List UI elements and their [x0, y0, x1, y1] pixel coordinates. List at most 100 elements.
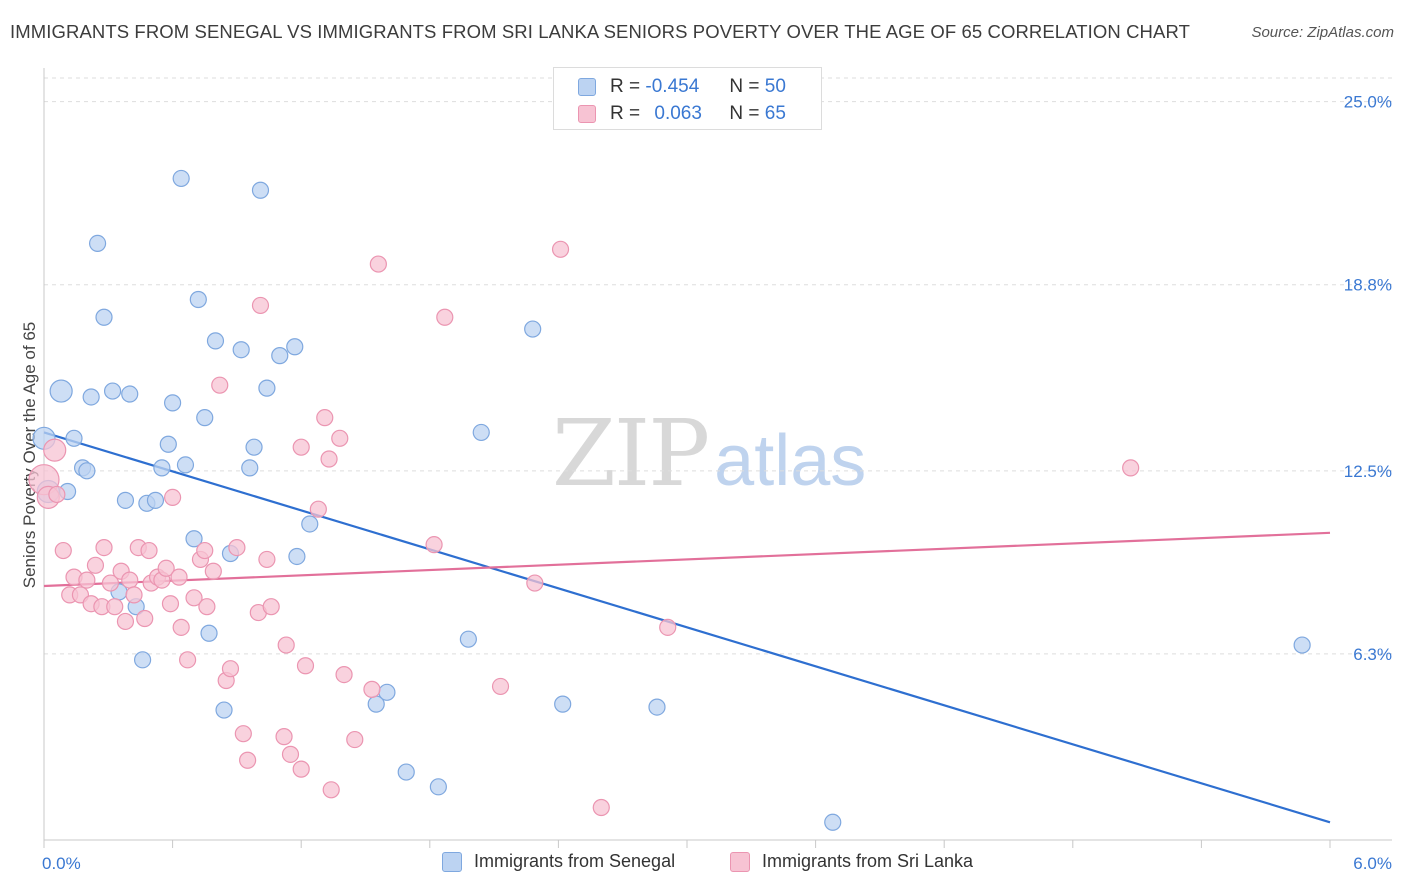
- srilanka-point: [121, 571, 139, 589]
- stats-row-senegal: R = -0.454 N = 50: [578, 75, 786, 99]
- senegal-point: [245, 438, 263, 456]
- senegal-point: [258, 379, 276, 397]
- srilanka-point: [95, 539, 113, 557]
- watermark-atlas: atlas: [714, 421, 867, 501]
- srilanka-point: [196, 541, 214, 560]
- srilanka-point: [106, 598, 124, 616]
- senegal-point: [429, 778, 447, 796]
- y-tick-label: 25.0%: [1344, 93, 1392, 112]
- y-tick-label: 12.5%: [1344, 462, 1392, 481]
- y-tick-label: 6.3%: [1353, 645, 1392, 664]
- senegal-point: [378, 683, 396, 701]
- srilanka-point: [277, 636, 295, 654]
- senegal-point: [271, 347, 289, 365]
- srilanka-legend-swatch: [730, 851, 750, 872]
- trend-layer: [43, 431, 1331, 824]
- srilanka-point: [363, 680, 381, 698]
- legend-label-senegal: Immigrants from Senegal: [474, 851, 676, 871]
- srilanka-point: [86, 556, 105, 574]
- srilanka-point: [204, 562, 222, 580]
- srilanka-point: [425, 536, 443, 554]
- stats-legend: R = -0.454 N = 50 R = 0.063 N = 65: [553, 67, 822, 130]
- srilanka-point: [346, 730, 364, 749]
- srilanka-point: [262, 598, 280, 616]
- srilanka-point: [140, 541, 158, 560]
- srilanka-point: [125, 586, 143, 604]
- senegal-point: [472, 423, 490, 442]
- senegal-point: [215, 701, 233, 719]
- srilanka-point: [251, 296, 270, 315]
- senegal-point: [185, 530, 203, 548]
- srilanka-point: [185, 589, 203, 607]
- watermark-zip: ZIP: [552, 400, 710, 507]
- senegal-point: [397, 763, 415, 781]
- senegal-point: [82, 388, 100, 406]
- srilanka-point: [320, 450, 338, 468]
- srilanka-point: [275, 728, 293, 746]
- srilanka-point: [234, 725, 252, 743]
- n-value: 65: [764, 103, 786, 124]
- source-label: Source: ZipAtlas.com: [1251, 24, 1394, 41]
- senegal-point: [164, 394, 182, 412]
- n-value: 50: [764, 76, 786, 97]
- srilanka-point: [592, 798, 610, 817]
- chart-title: IMMIGRANTS FROM SENEGAL VS IMMIGRANTS FR…: [10, 21, 1190, 42]
- srilanka-point: [54, 541, 72, 560]
- senegal-point: [554, 695, 572, 713]
- r-label: R =: [610, 103, 641, 124]
- r-value: 0.063: [654, 103, 702, 124]
- srilanka-point: [322, 781, 340, 799]
- senegal-point: [189, 290, 207, 309]
- legend-item-senegal[interactable]: Immigrants from Senegal: [442, 851, 675, 872]
- senegal-legend-swatch: [442, 851, 462, 872]
- senegal-point: [241, 459, 259, 477]
- srilanka-point: [296, 657, 315, 675]
- srilanka-point: [659, 618, 677, 636]
- srilanka-point: [161, 595, 180, 613]
- senegal-point: [65, 429, 83, 447]
- senegal-swatch: [578, 78, 596, 96]
- r-value: -0.454: [645, 76, 700, 97]
- series-legend: Immigrants from Senegal Immigrants from …: [0, 851, 1406, 877]
- senegal-point: [196, 409, 214, 427]
- senegal-point: [103, 382, 122, 400]
- srilanka-point: [526, 574, 544, 592]
- y-tick-label: 18.8%: [1344, 276, 1392, 295]
- srilanka-point: [170, 568, 188, 586]
- srilanka-point: [551, 240, 570, 258]
- watermark: ZIPatlas: [552, 400, 866, 507]
- srilanka-point: [136, 609, 154, 628]
- srilanka-point: [292, 438, 310, 456]
- grid-layer: [44, 77, 1392, 655]
- srilanka-point: [116, 612, 135, 631]
- srilanka-point: [164, 488, 182, 506]
- senegal-point: [1293, 636, 1311, 654]
- senegal-point: [524, 320, 542, 338]
- senegal-point: [88, 234, 107, 252]
- srilanka-point: [1122, 459, 1140, 477]
- srilanka-point: [48, 485, 66, 504]
- senegal-point: [232, 341, 250, 359]
- srilanka-point: [258, 550, 276, 569]
- n-label: N =: [729, 76, 760, 97]
- srilanka-point: [436, 308, 454, 326]
- points-layer: [28, 169, 1311, 831]
- senegal-point: [121, 385, 139, 403]
- legend-item-srilanka[interactable]: Immigrants from Sri Lanka: [730, 851, 973, 872]
- srilanka-point: [221, 660, 240, 678]
- x-tick-label: 6.0%: [1353, 854, 1392, 873]
- srilanka-point: [309, 500, 327, 518]
- n-label: N =: [729, 103, 760, 124]
- senegal-point: [95, 308, 113, 326]
- senegal-point: [153, 459, 171, 477]
- senegal-point: [172, 169, 190, 188]
- senegal-point: [78, 462, 96, 480]
- senegal-point: [286, 338, 304, 356]
- srilanka-point: [369, 255, 387, 273]
- srilanka-point: [101, 574, 120, 592]
- senegal-point: [824, 813, 842, 831]
- tick-label-layer: 6.3% 12.5% 18.8% 25.0% 0.0% 6.0%: [42, 93, 1392, 873]
- srilanka-point: [179, 651, 197, 669]
- srilanka-point: [172, 618, 190, 636]
